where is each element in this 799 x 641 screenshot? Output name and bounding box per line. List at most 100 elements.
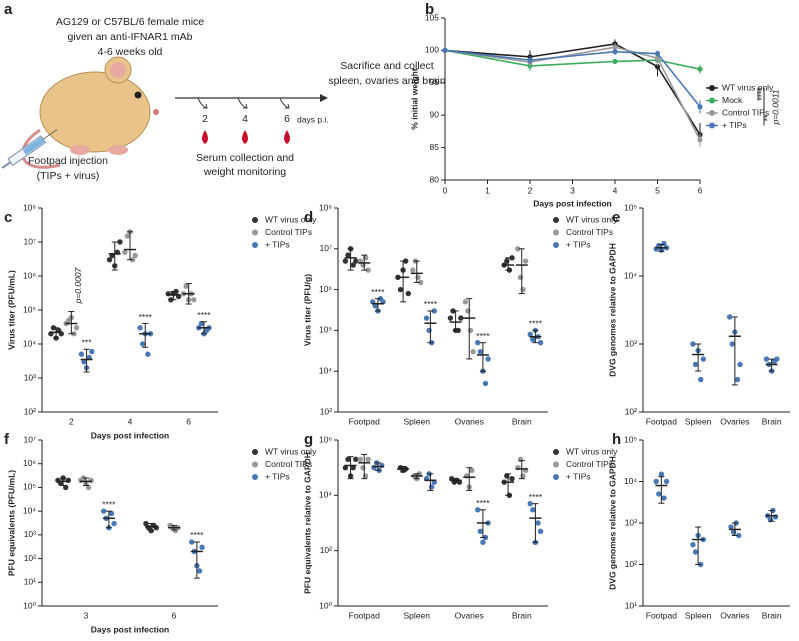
y-tick-label: 10⁵ <box>624 434 637 444</box>
y-tick-label: 95 <box>430 77 440 87</box>
sacrifice-text: spleen, ovaries and brain <box>328 75 445 87</box>
panel-letter: b <box>425 1 434 18</box>
panel-letter: h <box>612 431 621 448</box>
panel-letter: c <box>4 209 12 226</box>
mouse-foot <box>70 145 90 155</box>
point <box>106 257 113 263</box>
point <box>199 544 205 550</box>
x-tick-label: Brain <box>512 610 532 620</box>
annotation: **** <box>190 530 204 540</box>
x-tick-label: 5 <box>655 185 660 195</box>
point <box>654 64 661 70</box>
point <box>697 66 703 72</box>
panel-letter: f <box>4 431 10 448</box>
legend-label: + TIPs <box>265 239 290 249</box>
point <box>88 477 94 483</box>
legend-label: WT virus only <box>722 82 774 92</box>
point <box>692 361 699 368</box>
annotation: **** <box>756 87 766 101</box>
point <box>183 283 189 289</box>
mice-text: AG129 or C57BL/6 female mice <box>56 16 204 28</box>
point <box>357 456 364 463</box>
point <box>698 376 704 383</box>
x-tick-label: 2 <box>69 416 74 426</box>
series-line <box>444 49 701 108</box>
point <box>656 491 662 497</box>
point <box>442 47 448 54</box>
sacrifice-text: Sacrifice and collect <box>340 60 433 72</box>
point <box>729 341 735 347</box>
y-tick-label: 10⁴ <box>319 365 332 375</box>
y-tick-label: 10⁵ <box>319 325 332 335</box>
point <box>515 246 521 252</box>
point <box>700 356 707 362</box>
point <box>477 349 483 355</box>
y-tick-label: 10⁴ <box>624 270 637 280</box>
y-tick-label: 10² <box>24 406 36 416</box>
y-tick-label: 10¹ <box>625 600 637 610</box>
point <box>475 507 481 513</box>
y-tick-label: 10⁴ <box>23 338 36 348</box>
y-tick-label: 10⁷ <box>23 236 36 246</box>
point <box>342 464 349 471</box>
x-tick-label: 2 <box>528 185 533 195</box>
point <box>431 308 437 314</box>
point <box>734 376 741 383</box>
legend-label: WT virus only <box>265 214 317 224</box>
legend-label: Control TIPs <box>722 107 769 117</box>
point <box>728 524 734 530</box>
x-tick-label: Ovaries <box>455 416 484 426</box>
point <box>763 356 770 362</box>
mouse-eye <box>134 91 142 99</box>
day-label: 4 <box>242 113 248 125</box>
blood-drop <box>242 130 248 144</box>
blood-drop <box>284 130 290 144</box>
y-tick-label: 10² <box>625 559 637 569</box>
x-axis-label: Days post infection <box>91 430 169 440</box>
point <box>143 520 149 527</box>
point <box>145 351 151 357</box>
point <box>365 267 371 273</box>
x-tick-label: 3 <box>84 610 89 620</box>
point <box>470 349 476 355</box>
point <box>108 510 115 517</box>
point <box>522 258 529 264</box>
injection-text: (TIPs + virus) <box>37 170 100 182</box>
point <box>191 297 197 303</box>
y-axis-label: PFU equivalents relative to GAPDH <box>302 452 312 594</box>
point <box>417 279 424 286</box>
point <box>530 507 536 513</box>
y-tick-label: 10⁴ <box>624 476 637 486</box>
syringe-fluid <box>22 136 45 155</box>
mouse-tail <box>21 128 61 169</box>
point <box>663 478 670 485</box>
mice-text: given an anti-IFNAR1 mAb <box>68 31 193 43</box>
point <box>653 478 659 485</box>
point <box>350 262 356 268</box>
point <box>122 249 128 255</box>
point <box>458 315 464 321</box>
point <box>165 291 171 297</box>
legend-label: + TIPs <box>722 120 747 130</box>
mouse-nose <box>153 109 159 115</box>
point <box>423 315 430 321</box>
y-tick-label: 10² <box>24 553 36 563</box>
point <box>661 495 667 501</box>
panel-letter: e <box>612 209 620 226</box>
x-axis-label: Days post infection <box>91 624 169 634</box>
mouse-body <box>39 71 151 153</box>
legend-marker <box>252 449 258 455</box>
panel-letter: d <box>304 209 313 226</box>
y-tick-label: 10⁶ <box>319 284 332 294</box>
x-tick-label: 6 <box>698 185 703 195</box>
x-tick-label: 0 <box>443 185 448 195</box>
point <box>465 308 471 314</box>
point <box>736 532 742 539</box>
p-value-note: p=0.0007 <box>73 267 83 304</box>
point <box>504 258 510 264</box>
point <box>485 356 491 362</box>
legend-marker <box>252 242 258 248</box>
point <box>345 252 351 258</box>
legend-marker <box>553 229 559 236</box>
point <box>111 520 117 527</box>
